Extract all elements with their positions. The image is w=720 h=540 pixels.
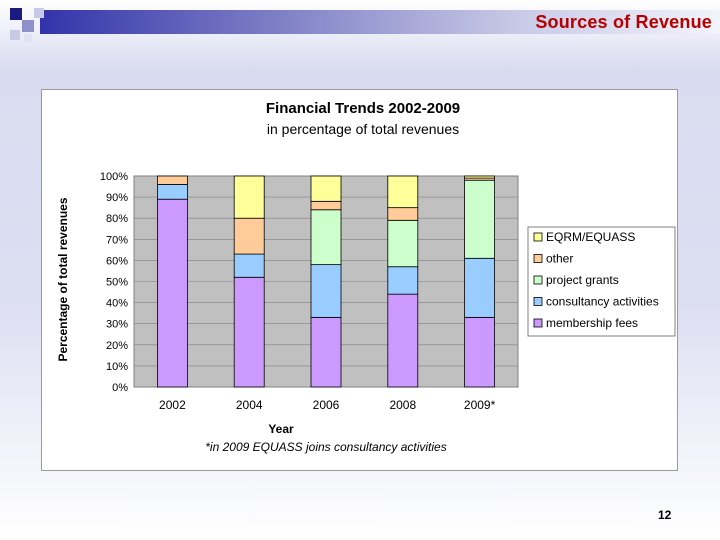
bar-segment [387, 175, 419, 209]
bar-segment [233, 253, 265, 278]
x-tick-label: 2004 [236, 398, 263, 412]
legend-swatch [533, 318, 543, 328]
bar-segment [310, 264, 342, 318]
bar-segment [310, 316, 342, 388]
chart-frame: Financial Trends 2002-2009 in percentage… [41, 89, 678, 471]
decor-square [10, 8, 22, 20]
decor-square [10, 30, 20, 40]
bar-segment [233, 175, 265, 219]
decor-square [22, 20, 34, 32]
y-tick-label: 100% [100, 171, 128, 183]
bar-segment [387, 293, 419, 388]
bar-segment [233, 217, 265, 255]
y-tick-label: 30% [106, 319, 128, 331]
legend-label: membership fees [546, 316, 638, 330]
legend-label: EQRM/EQUASS [546, 230, 635, 244]
legend-swatch [533, 297, 543, 306]
slide-title: Sources of Revenue [535, 12, 712, 32]
bar-segment [387, 266, 419, 295]
y-axis-label: Percentage of total revenues [56, 197, 70, 361]
page-number: 12 [658, 508, 672, 522]
y-tick-label: 20% [106, 340, 128, 352]
y-tick-label: 80% [106, 213, 128, 225]
decor-square [34, 8, 44, 18]
legend-label: consultancy activities [546, 295, 659, 309]
y-tick-label: 90% [106, 192, 128, 204]
bar-segment [464, 179, 496, 259]
legend-swatch [533, 275, 543, 285]
chart-title: Financial Trends 2002-2009 [266, 100, 460, 117]
decor-square [24, 34, 32, 42]
bar-segment [387, 219, 419, 268]
bar-segment [387, 207, 419, 221]
chart-subtitle: in percentage of total revenues [267, 121, 459, 137]
legend-swatch [533, 254, 543, 263]
x-tick-label: 2009* [464, 398, 496, 412]
y-tick-label: 50% [106, 277, 128, 289]
legend-swatch [533, 232, 543, 242]
chart-note: *in 2009 EQUASS joins consultancy activi… [205, 440, 446, 454]
bar-segment [157, 198, 188, 388]
y-tick-label: 70% [106, 234, 128, 246]
bar-segment [464, 316, 496, 388]
bar-segment [157, 175, 188, 185]
bar-segment [233, 276, 265, 388]
x-axis-label: Year [268, 422, 294, 436]
x-tick-label: 2002 [159, 398, 186, 412]
y-tick-label: 60% [106, 255, 128, 267]
x-tick-label: 2006 [313, 398, 340, 412]
chart-svg: Financial Trends 2002-2009 in percentage… [56, 100, 676, 454]
y-tick-label: 10% [106, 361, 128, 373]
legend-label: project grants [546, 273, 619, 287]
bar-segment [310, 200, 342, 211]
legend-label: other [546, 252, 573, 266]
x-tick-label: 2008 [389, 398, 416, 412]
bar-segment [310, 175, 342, 202]
y-tick-label: 40% [106, 298, 128, 310]
title-bar [40, 10, 720, 34]
bar-segment [464, 175, 496, 179]
bar-segment [157, 184, 188, 200]
bar-segment [310, 209, 342, 266]
bar-segment [464, 257, 496, 318]
legend-box [527, 226, 676, 337]
y-tick-label: 0% [112, 382, 128, 394]
